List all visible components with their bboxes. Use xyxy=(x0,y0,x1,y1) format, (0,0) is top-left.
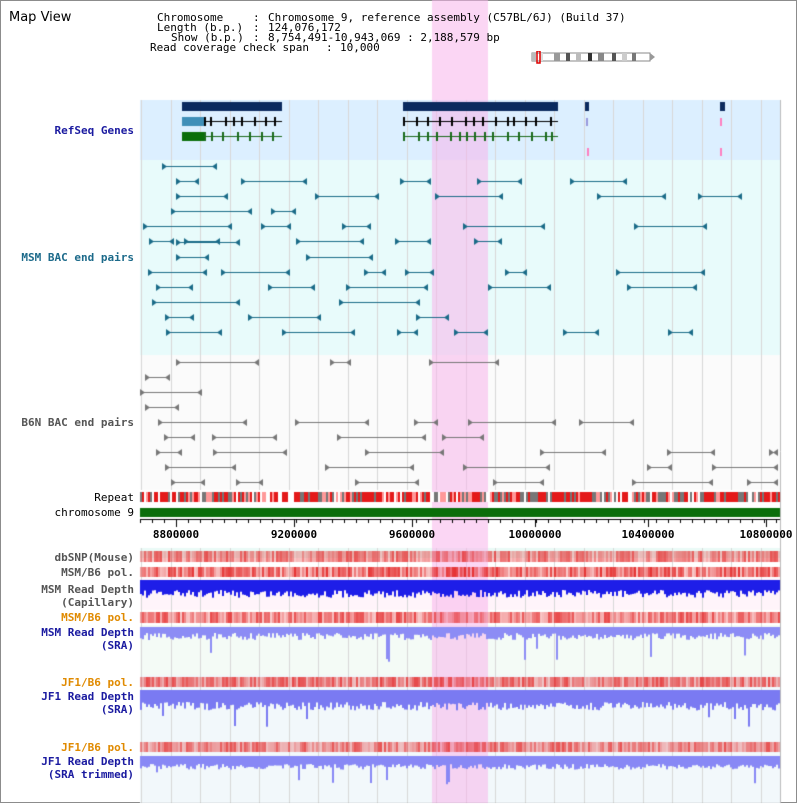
track-label-msm-depth-sra: MSM Read Depth xyxy=(41,626,134,639)
track-label-jf1-depth-trim: JF1 Read Depth xyxy=(41,755,134,768)
axis-tick-label: 9600000 xyxy=(388,528,436,541)
show-sep: : xyxy=(253,31,267,44)
track-label-msm-depth-sra-sub: (SRA) xyxy=(100,639,134,652)
axis-tick-label: 10800000 xyxy=(739,528,793,541)
show-value: 8,754,491-10,943,069 : 2,188,579 bp xyxy=(268,31,500,44)
axis-tick-label: 9200000 xyxy=(270,528,318,541)
track-label-jf1-depth-trim-sub: (SRA trimmed) xyxy=(47,768,134,781)
track-label-refseq[interactable]: RefSeq Genes xyxy=(54,124,134,137)
track-label-dbsnp: dbSNP(Mouse) xyxy=(54,551,134,564)
track-label-jf1-b6-pol-1: JF1/B6 pol. xyxy=(61,676,134,689)
coverage-value: 10,000 xyxy=(340,41,380,54)
show-key: Show (b.p.) xyxy=(171,31,244,44)
track-label-msm-bac[interactable]: MSM BAC end pairs xyxy=(21,251,134,264)
track-label-chromosome: chromosome 9 xyxy=(54,506,134,519)
track-label-b6n-bac[interactable]: B6N BAC end pairs xyxy=(21,416,134,429)
length-key: Length (b.p.) xyxy=(157,21,244,34)
coverage-key: Read coverage check span xyxy=(150,41,309,54)
axis-tick-label: 8800000 xyxy=(152,528,200,541)
track-label-msm-b6-pol-1: MSM/B6 pol. xyxy=(61,566,134,579)
axis-tick-label: 10000000 xyxy=(508,528,562,541)
length-value: 124,076,172 xyxy=(268,21,341,34)
length-sep: : xyxy=(253,21,267,34)
track-label-msm-depth-cap-sub: (Capillary) xyxy=(61,596,134,609)
track-label-jf1-depth-sra-sub: (SRA) xyxy=(100,703,134,716)
track-label-msm-depth-cap: MSM Read Depth xyxy=(41,583,134,596)
track-label-repeat: Repeat xyxy=(94,491,134,504)
chromosome-sep: : xyxy=(253,11,267,24)
chromosome-ideogram-icon[interactable] xyxy=(528,51,656,65)
track-label-jf1-depth-sra: JF1 Read Depth xyxy=(41,690,134,703)
axis-tick-label: 10400000 xyxy=(621,528,675,541)
track-label-jf1-b6-pol-2: JF1/B6 pol. xyxy=(61,741,134,754)
page-title: Map View xyxy=(9,10,72,25)
coverage-sep: : xyxy=(326,41,340,54)
chromosome-value: Chromosome 9, reference assembly (C57BL/… xyxy=(268,11,626,24)
chromosome-key: Chromosome xyxy=(157,11,224,24)
track-label-msm-b6-pol-2: MSM/B6 pol. xyxy=(61,611,134,624)
